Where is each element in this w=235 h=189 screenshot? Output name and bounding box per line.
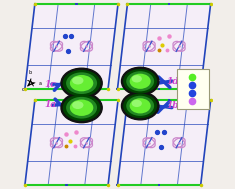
Ellipse shape (132, 75, 142, 83)
Text: 1d: 1d (166, 77, 179, 86)
Ellipse shape (61, 68, 102, 98)
Bar (158, 88, 160, 90)
Text: 1b: 1b (166, 101, 179, 110)
Bar (117, 99, 119, 101)
Ellipse shape (66, 97, 97, 119)
Bar (65, 184, 68, 186)
Bar (158, 184, 160, 186)
Ellipse shape (126, 96, 154, 116)
Text: b: b (29, 70, 32, 75)
Ellipse shape (126, 71, 154, 91)
Polygon shape (25, 4, 118, 89)
Bar (126, 3, 129, 5)
Ellipse shape (121, 67, 159, 95)
Polygon shape (25, 100, 118, 185)
Bar (107, 184, 109, 186)
Ellipse shape (72, 77, 83, 84)
Ellipse shape (70, 100, 93, 116)
Text: 1c: 1c (44, 80, 56, 89)
Ellipse shape (123, 94, 157, 118)
Bar (116, 184, 119, 186)
Text: a: a (39, 81, 42, 86)
Bar (168, 3, 170, 5)
Bar (65, 88, 68, 90)
Ellipse shape (61, 93, 102, 123)
Bar (210, 99, 212, 101)
Ellipse shape (123, 69, 157, 94)
Bar (24, 88, 26, 90)
FancyBboxPatch shape (177, 69, 209, 109)
Bar (168, 99, 170, 101)
Bar (210, 3, 212, 5)
Ellipse shape (72, 101, 83, 109)
Ellipse shape (130, 74, 151, 89)
Bar (107, 88, 109, 90)
Ellipse shape (63, 94, 101, 121)
Text: 1a: 1a (44, 100, 56, 109)
Bar (24, 184, 26, 186)
Bar (34, 99, 36, 101)
Bar (200, 184, 202, 186)
Ellipse shape (132, 100, 142, 107)
Ellipse shape (63, 70, 101, 96)
Polygon shape (118, 100, 211, 185)
Ellipse shape (70, 75, 93, 91)
Bar (75, 3, 78, 5)
Polygon shape (118, 4, 211, 89)
Ellipse shape (130, 98, 151, 113)
Bar (126, 99, 129, 101)
Text: c: c (22, 88, 25, 92)
Ellipse shape (66, 72, 97, 94)
Bar (116, 88, 119, 90)
Bar (117, 3, 119, 5)
Bar (75, 99, 78, 101)
Bar (200, 88, 202, 90)
Bar (34, 3, 36, 5)
Ellipse shape (121, 92, 159, 120)
